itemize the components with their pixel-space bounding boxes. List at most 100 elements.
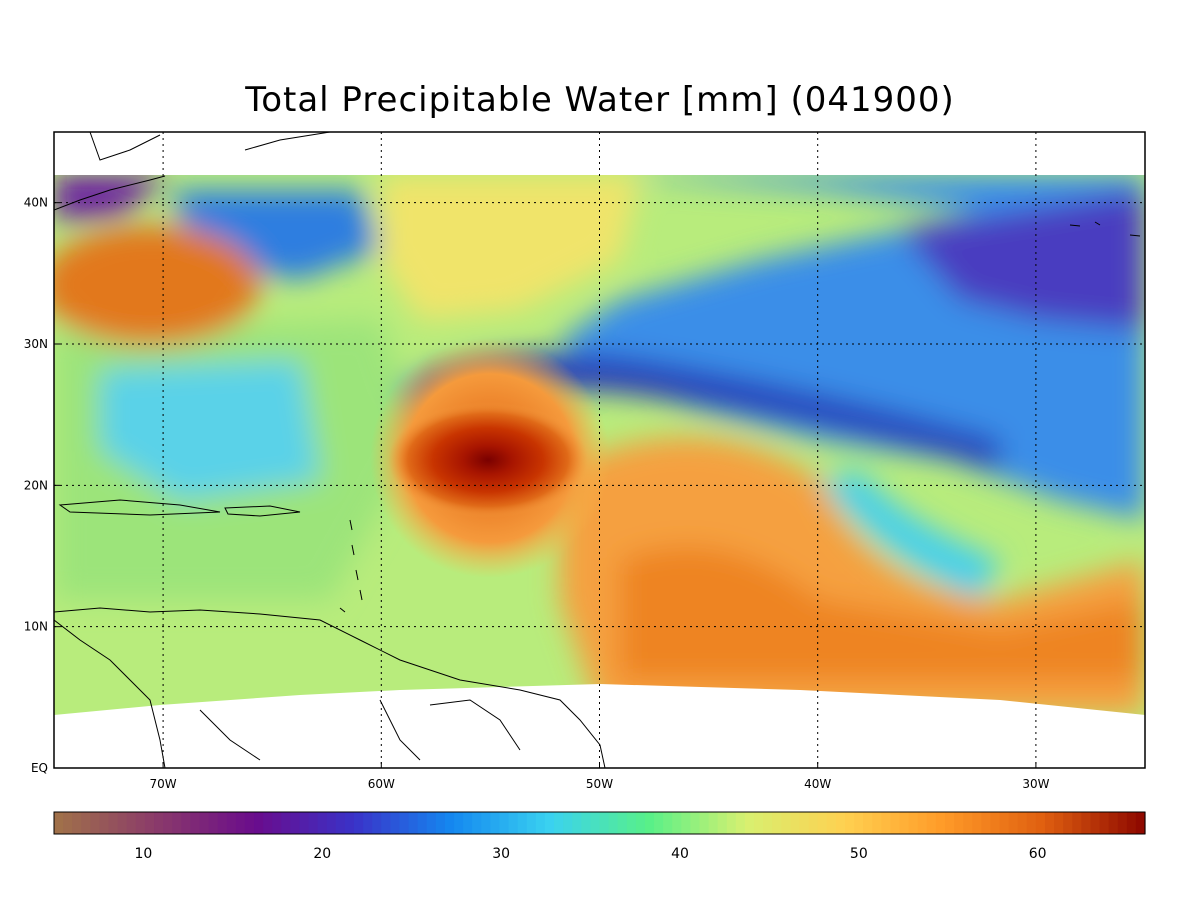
colorbar-segment — [417, 812, 428, 834]
colorbar-segment — [972, 812, 982, 834]
colorbar-segment — [908, 812, 919, 834]
coast-lesser-antilles — [339, 519, 363, 613]
gridlines — [54, 132, 1145, 768]
y-tick-label: 40N — [24, 196, 48, 210]
colorbar-tick-label: 30 — [492, 846, 510, 862]
colorbar-segment — [1044, 812, 1055, 834]
colorbar-segment — [99, 812, 110, 834]
colorbar-segment — [317, 812, 328, 834]
colorbar-segment — [408, 812, 419, 834]
colorbar-segment — [1090, 812, 1101, 834]
colorbar-segment — [890, 812, 901, 834]
colorbar-segment — [817, 812, 828, 834]
coast-bermuda — [1069, 221, 1141, 237]
colorbar-segment — [808, 812, 819, 834]
colorbar-segment — [299, 812, 310, 834]
colorbar-segment — [472, 812, 482, 834]
colorbar-segment — [263, 812, 273, 834]
colorbar-segment — [826, 812, 837, 834]
colorbar-segment — [563, 812, 573, 834]
colorbar-segment — [390, 812, 401, 834]
colorbar-segment — [944, 812, 955, 834]
x-tick-label: 60W — [368, 777, 395, 791]
colorbar-segment — [63, 812, 73, 834]
moist-band-north — [380, 175, 640, 320]
colorbar-segment — [599, 812, 610, 834]
colorbar-segment — [172, 812, 182, 834]
colorbar-segment — [781, 812, 792, 834]
colorbar-segment — [290, 812, 301, 834]
y-axis: EQ 10N 20N 30N 40N — [24, 196, 60, 775]
colorbar-segment — [454, 812, 464, 834]
colorbar-segment — [444, 812, 455, 834]
colorbar-segment — [799, 812, 810, 834]
colorbar-segment — [90, 812, 101, 834]
colorbar-segment — [608, 812, 619, 834]
colorbar-tick-label: 40 — [671, 846, 689, 862]
colorbar-segment — [1035, 812, 1046, 834]
colorbar-segment — [935, 812, 946, 834]
colorbar-segment — [1026, 812, 1037, 834]
colorbar-segment — [235, 812, 246, 834]
colorbar-segment — [399, 812, 410, 834]
coast-cuba — [58, 499, 221, 516]
colorbar-segment — [917, 812, 928, 834]
colorbar-segment — [772, 812, 782, 834]
colorbar-segment — [1099, 812, 1110, 834]
colorbar-segment — [1117, 812, 1128, 834]
chart-title: Total Precipitable Water [mm] (041900) — [245, 80, 955, 120]
coast-north-america — [54, 132, 331, 211]
colorbar-segment — [372, 812, 382, 834]
colorbar-segment — [717, 812, 728, 834]
colorbar-segment — [999, 812, 1010, 834]
y-tick-label: 30N — [24, 337, 48, 351]
colorbar-segment — [872, 812, 882, 834]
colorbar-segment — [835, 812, 846, 834]
colorbar-segment — [672, 812, 682, 834]
colorbar-segment — [763, 812, 773, 834]
colorbar-segment — [626, 812, 637, 834]
colorbar-segment — [1063, 812, 1073, 834]
colorbar: 10 20 30 40 50 60 — [53, 811, 1146, 862]
colorbar-segment — [1054, 812, 1064, 834]
colorbar-segment — [244, 812, 255, 834]
colorbar-tick-label: 50 — [850, 846, 868, 862]
colorbar-segment — [481, 812, 491, 834]
colorbar-segment — [272, 812, 282, 834]
colorbar-segment — [499, 812, 510, 834]
colorbar-segment — [463, 812, 473, 834]
colorbar-segment — [135, 812, 146, 834]
colorbar-segment — [1008, 812, 1019, 834]
colorbar-segment — [1108, 812, 1119, 834]
cyan-trough — [820, 470, 1000, 600]
y-tick-label: 10N — [24, 620, 48, 634]
caribbean-cyan — [100, 360, 320, 500]
colorbar-segment — [326, 812, 337, 834]
colorbar-segment — [844, 812, 855, 834]
colorbar-segment — [708, 812, 719, 834]
coast-south-america — [54, 607, 606, 768]
colorbar-segment — [199, 812, 210, 834]
colorbar-segment — [899, 812, 910, 834]
colorbar-segment — [344, 812, 355, 834]
colorbar-segment — [963, 812, 973, 834]
colorbar-segment — [735, 812, 746, 834]
colorbar-segment — [635, 812, 646, 834]
colorbar-segment — [617, 812, 628, 834]
colorbar-segment — [554, 812, 564, 834]
colorbar-segment — [981, 812, 992, 834]
colorbar-segment — [690, 812, 701, 834]
colorbar-segment — [108, 812, 119, 834]
colorbar-segment — [754, 812, 764, 834]
colorbar-segment — [335, 812, 346, 834]
tropical-plume-core — [620, 546, 1145, 680]
colorbar-segment — [354, 812, 364, 834]
colorbar-tick-label: 60 — [1029, 846, 1047, 862]
colorbar-segment — [726, 812, 737, 834]
colorbar-segment — [1135, 812, 1146, 834]
colorbar-segment — [881, 812, 892, 834]
colorbar-segment — [663, 812, 673, 834]
coastlines — [54, 132, 1141, 768]
colorbar-segment — [508, 812, 519, 834]
